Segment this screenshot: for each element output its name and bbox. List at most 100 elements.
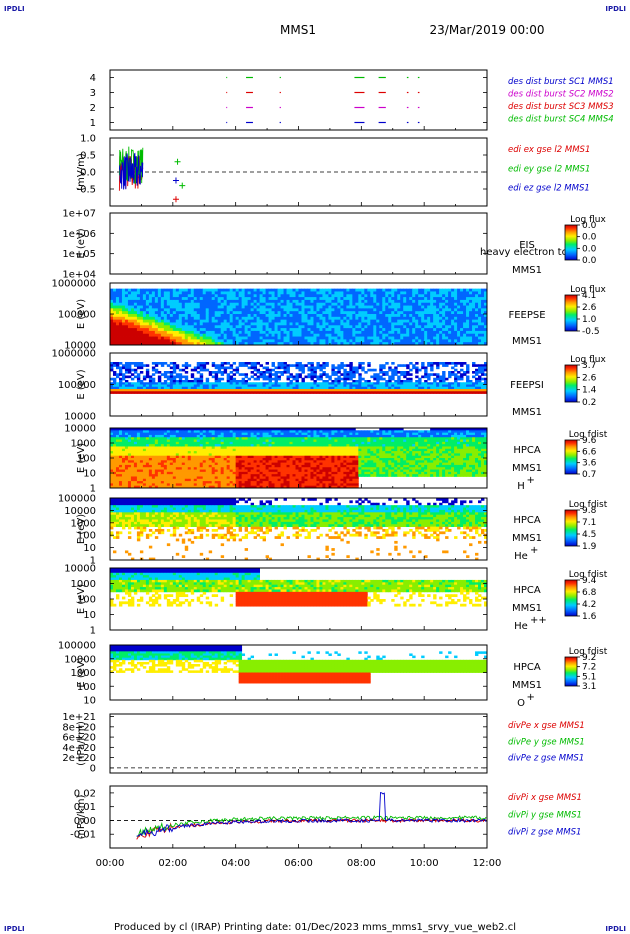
spectrogram-cell — [250, 288, 255, 292]
spectrogram-cell — [439, 391, 443, 394]
spectrogram-cell — [421, 294, 425, 298]
spectrogram-cell — [157, 432, 162, 436]
spectrogram-cell — [184, 305, 189, 309]
spectrogram-cell — [115, 308, 120, 312]
spectrogram-cell — [196, 314, 201, 318]
spectrogram-cell — [343, 297, 347, 301]
spectrogram-cell — [157, 305, 162, 309]
spectrogram-cell — [265, 325, 269, 329]
spectrogram-cell — [361, 389, 365, 392]
spectrogram-cell — [433, 384, 437, 388]
spectrogram-cell — [175, 288, 180, 292]
spectrogram-cell — [163, 389, 168, 392]
spectrogram-cell — [169, 314, 174, 318]
spectrogram-cell — [418, 336, 422, 340]
spectrogram-cell — [277, 364, 281, 367]
spectrogram-cell — [178, 391, 183, 394]
legend-entry: des dist burst SC3 MMS3 — [508, 102, 614, 112]
spectrogram-cell — [379, 294, 383, 298]
spectrogram-cell — [367, 386, 371, 390]
spectrogram-cell — [199, 330, 204, 335]
spectrogram-cell — [277, 377, 281, 381]
spectrogram-cell — [199, 342, 204, 346]
spectrogram-cell — [382, 322, 386, 326]
spectrogram-cell — [199, 434, 204, 438]
spectrogram-cell — [145, 464, 150, 468]
spectrogram-cell — [442, 333, 446, 337]
spectrogram-cell — [121, 439, 126, 443]
spectrogram-cell — [211, 467, 216, 470]
spectrogram-cell — [262, 305, 266, 309]
spectrogram-cell — [199, 437, 204, 440]
spectrogram-cell — [466, 330, 470, 335]
spectrogram-cell — [349, 297, 353, 301]
spectrogram-cell — [121, 434, 126, 438]
spectrogram-cell — [310, 384, 314, 388]
spectrogram-cell — [148, 297, 153, 301]
spectrogram-cell — [181, 368, 186, 372]
y-axis-label: (mV/m) — [76, 153, 87, 191]
spectrogram-cell — [208, 478, 213, 482]
spectrogram-cell — [325, 311, 329, 315]
spectrogram-cell — [193, 453, 198, 457]
spectrogram-cell — [358, 364, 362, 367]
spectrogram-cell — [400, 294, 404, 298]
panel-frame-1 — [109, 69, 488, 131]
spectrogram-cell — [208, 460, 213, 464]
spectrogram-cell — [415, 330, 419, 335]
spectrogram-cell — [412, 386, 416, 390]
spectrogram-cell — [217, 455, 222, 459]
spectrogram-cell — [154, 432, 159, 436]
spectrogram-cell — [292, 382, 296, 385]
spectrogram-cell — [184, 330, 189, 335]
spectrogram-cell — [430, 305, 434, 309]
spectrogram-cell — [115, 389, 120, 392]
spectrogram-cell — [211, 362, 216, 365]
spectrogram-cell — [181, 434, 186, 438]
spectrogram-cell — [340, 291, 344, 295]
spectrogram-cell — [163, 375, 168, 379]
spectrogram-cell — [283, 364, 287, 367]
spectrogram-cell — [307, 316, 311, 321]
spectrogram-cell — [286, 325, 290, 329]
spectrogram-cell — [163, 336, 168, 340]
spectrogram-cell — [166, 297, 171, 301]
spectrogram-cell — [406, 336, 410, 340]
spectrogram-cell — [199, 288, 204, 292]
spectrogram-cell — [148, 451, 153, 454]
spectrogram-cell — [436, 382, 440, 385]
spectrogram-cell — [301, 328, 305, 332]
spectrogram-cell — [160, 333, 165, 337]
legend-entry: edi ex gse l2 MMS1 — [508, 145, 590, 155]
spectrogram-cell — [217, 483, 222, 487]
spectrogram-cell — [139, 299, 144, 304]
spectrogram-cell — [334, 305, 338, 309]
spectrogram-cell — [349, 311, 353, 315]
spectrogram-cell — [124, 305, 129, 309]
spectrogram-cell — [322, 322, 326, 326]
spectrogram-cell — [406, 342, 410, 346]
y-tick-label: 0.5 — [80, 151, 96, 162]
spectrogram-cell — [235, 308, 240, 312]
spectrogram-cell — [115, 439, 120, 443]
spectrogram-cell — [316, 305, 320, 309]
spectrogram-cell — [271, 305, 275, 309]
spectrogram-cell — [337, 389, 341, 392]
spectrogram-cell — [358, 380, 362, 383]
spectrogram-cell — [136, 391, 141, 394]
spectrogram-cell — [211, 469, 216, 473]
spectrogram-cell — [349, 336, 353, 340]
spectrogram-cell — [223, 444, 228, 447]
spectrogram-cell — [268, 311, 272, 315]
colorbar-tick-label: 0.0 — [582, 244, 597, 254]
spectrogram-cell — [226, 377, 231, 381]
spectrogram-cell — [334, 336, 338, 340]
spectrogram-cell — [133, 330, 138, 335]
spectrogram-cell — [136, 325, 141, 329]
spectrogram-cell — [277, 375, 281, 379]
spectrogram-cell — [325, 373, 329, 376]
spectrogram-cell — [478, 339, 482, 343]
spectrogram-cell — [268, 333, 272, 337]
spectrogram-cell — [163, 371, 168, 374]
spectrogram-cell — [439, 311, 443, 315]
